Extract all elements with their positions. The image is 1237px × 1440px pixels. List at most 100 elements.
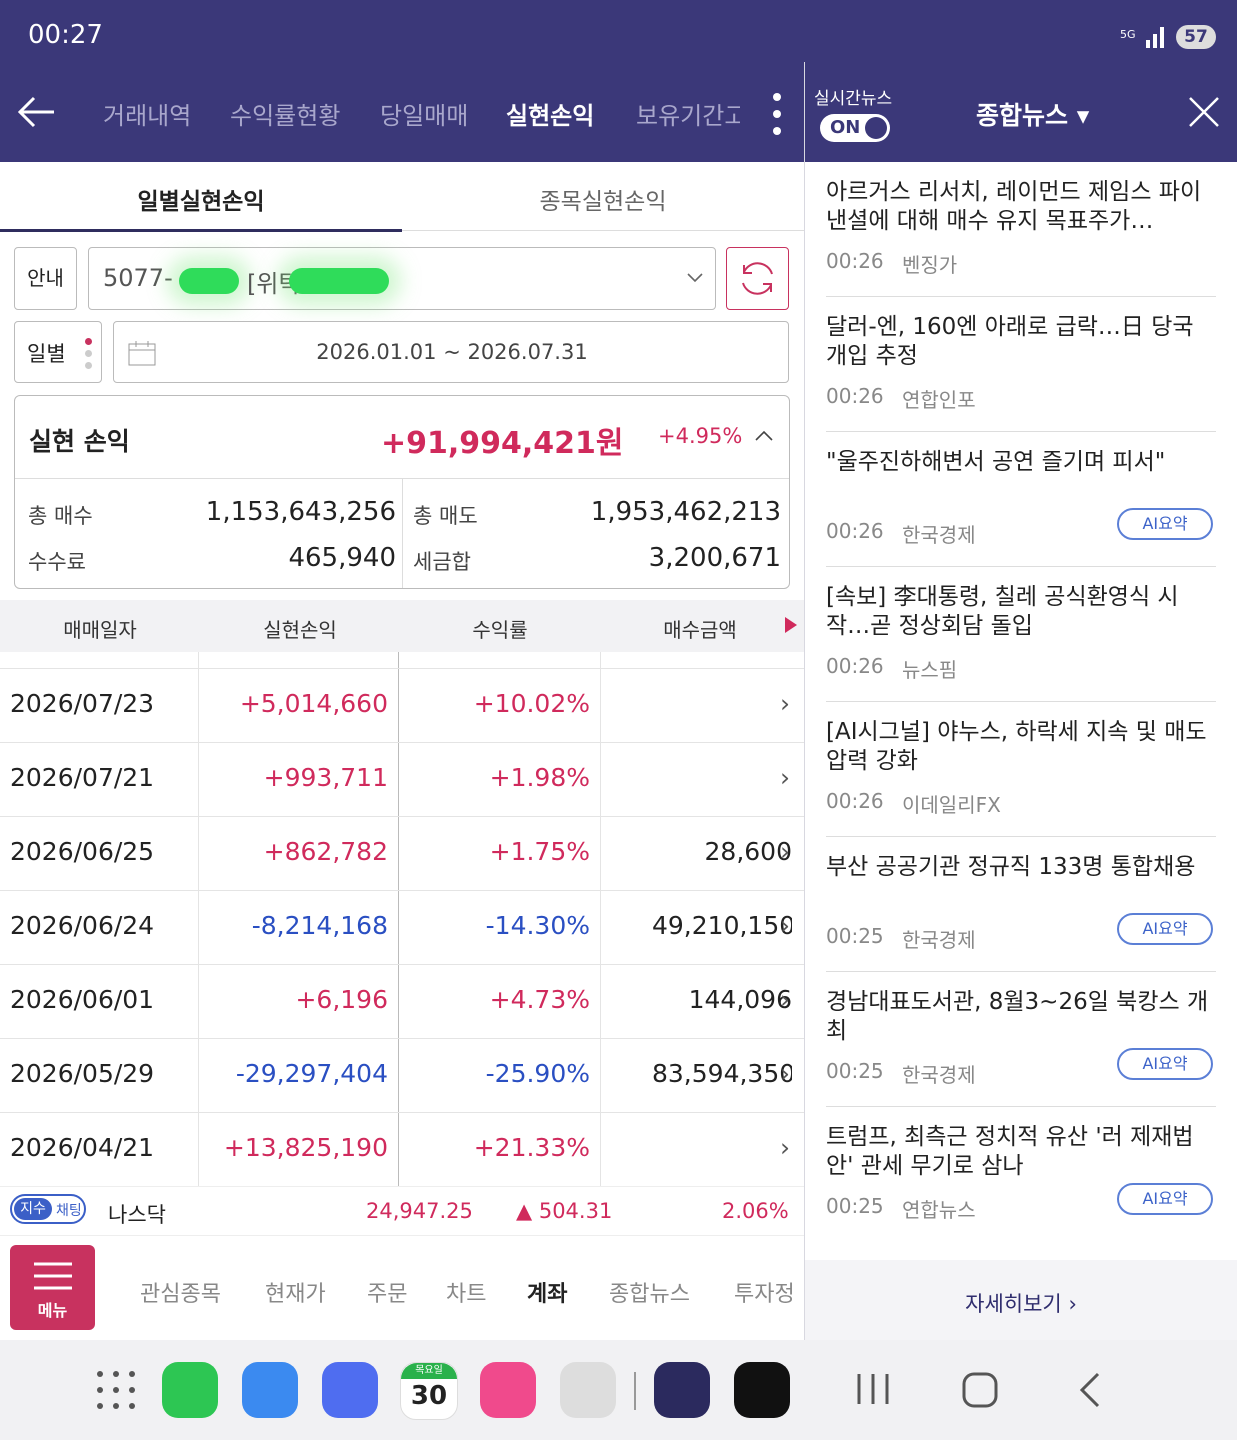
ai-summary-button[interactable]: AI요약 [1117,913,1213,945]
status-bar: 00:27 57 5G [0,0,1237,62]
refresh-button[interactable] [726,247,789,310]
profit-rate: +1.75% [489,837,590,866]
more-bar: 자세히보기 › [805,1260,1237,1340]
news-source: 이데일리FX [902,793,1001,817]
tab[interactable]: 당일매매 [380,102,469,130]
ai-summary-button[interactable]: AI요약 [1117,508,1213,540]
menu-button[interactable]: 메뉴 [10,1245,95,1330]
news-title[interactable]: [속보] 李대통령, 칠레 공식환영식 시작…곧 정상회담 돌입 [826,584,1179,639]
account-number: 5077- [103,264,173,292]
close-button[interactable] [1188,96,1220,128]
back-nav-button[interactable] [1078,1372,1102,1408]
table-row[interactable]: 2026/04/21 +13,825,190 +21.33% › [0,1112,804,1187]
sub-tab[interactable]: 종목실현손익 [539,189,667,215]
realized-profit: -8,214,168 [251,911,388,940]
news-separator [826,1106,1216,1107]
table-row[interactable]: 2026/07/21 +993,711 +1.98% › [0,742,804,817]
news-title[interactable]: 경남대표도서관, 8월3~26일 북캉스 개최 [826,989,1209,1044]
column-header: 수익률 [472,618,528,642]
info-button[interactable]: 안내 [14,247,77,310]
news-title[interactable]: 트럼프, 최측근 정치적 유산 '러 제재법안' 관세 무기로 삼나 [826,1124,1194,1179]
summary-value: 1,153,643,256 [205,497,396,527]
more-button[interactable] [770,92,784,136]
table-row[interactable]: 2026/06/25 +862,782 +1.75% 28,600 › [0,816,804,891]
phone-app[interactable] [162,1362,218,1418]
nav-item[interactable]: 현재가 [265,1282,326,1307]
table-row[interactable]: 2026/05/29 -29,297,404 -25.90% 83,594,350 › [0,1038,804,1113]
trade-date: 2026/07/23 [10,689,155,718]
signal-icon: 5G [1120,27,1164,48]
ticker-price: 24,947.25 [366,1199,473,1223]
news-time: 00:26 [826,249,884,273]
trade-date: 2026/04/21 [10,1133,155,1162]
table-header [0,600,804,652]
ticker-badge[interactable]: 지수 채팅 [10,1194,86,1224]
profit-rate: +21.33% [473,1133,590,1162]
row-arrow: › [780,1133,790,1162]
home-button[interactable] [962,1372,998,1408]
sub-tab[interactable]: 일별실현손익 [137,189,265,215]
nav-item[interactable]: 차트 [446,1282,487,1307]
nav-item[interactable]: 주문 [367,1282,408,1307]
realized-profit: +6,196 [295,985,388,1014]
live-news-label: 실시간뉴스 [814,89,893,109]
toggle-text: ON [830,117,861,138]
news-source: 뉴스핌 [902,658,958,682]
more-link[interactable]: 자세히보기 › [965,1292,1077,1316]
news-title[interactable]: "울주진하해변서 공연 즐기며 피서" [826,449,1166,475]
apps-button[interactable] [96,1370,136,1410]
trade-date: 2026/06/25 [10,837,155,866]
table-row[interactable]: 2026/06/24 -8,214,168 -14.30% 49,210,150 › [0,890,804,965]
buy-amount: 144,096 [688,985,792,1014]
nav-item[interactable]: 관심종목 [140,1282,221,1307]
ai-summary-button[interactable]: AI요약 [1117,1048,1213,1080]
svg-text:5G: 5G [1120,28,1136,41]
news-title[interactable]: [AI시그널] 야누스, 하락세 지속 및 매도 압력 강화 [826,719,1207,774]
news-time: 00:25 [826,924,884,948]
nav-item[interactable]: 투자정 [734,1282,794,1307]
buy-amount: 49,210,150 [652,911,792,940]
row-arrow: › [780,837,790,866]
badge-chat: 채팅 [56,1203,82,1219]
news-title[interactable]: 부산 공공기관 정규직 133명 통합채용 [826,854,1196,880]
internet-app[interactable] [322,1362,378,1418]
tab[interactable]: 수익률현황 [230,102,341,130]
nav-item[interactable]: 종합뉴스 [609,1282,690,1307]
ticker-percent: 2.06% [722,1199,789,1223]
row-arrow: › [780,985,790,1014]
camera-app[interactable] [560,1362,616,1418]
table-row[interactable]: 2026/07/23 +5,014,660 +10.02% › [0,668,804,743]
calendar-app[interactable]: 목요일 30 [400,1362,458,1420]
date-range[interactable]: 2026.01.01 ~ 2026.07.31 [113,321,789,383]
messages-app[interactable] [242,1362,298,1418]
gallery-app[interactable] [480,1362,536,1418]
news-separator [826,701,1216,702]
collapse-button[interactable] [755,430,773,442]
back-button[interactable] [16,94,56,130]
buy-amount: 83,594,350 [652,1059,792,1088]
tab[interactable]: 보유기간고 [636,102,740,130]
bank-app[interactable] [654,1362,710,1418]
account-select[interactable]: 5077- [위탁 [88,247,716,310]
recents-button[interactable] [856,1372,890,1406]
live-news-toggle[interactable]: ON [820,114,890,142]
ticker-name: 나스닥 [108,1203,166,1227]
summary-value: 3,200,671 [648,543,781,573]
tab[interactable]: 거래내역 [103,102,192,130]
realized-profit: +5,014,660 [239,689,388,718]
nav-item[interactable]: 계좌 [527,1282,568,1307]
profit-rate: -25.90% [485,1059,590,1088]
tab[interactable]: 실현손익 [506,102,595,130]
news-title-dropdown[interactable]: 종합뉴스 ▾ [976,101,1090,130]
news-title[interactable]: 아르거스 리서치, 레이먼드 제임스 파이낸셜에 대해 매수 유지 목표주가… [826,179,1202,234]
ticker-change: ▲ 504.31 [516,1199,613,1223]
news-time: 00:26 [826,519,884,543]
ticker-change-value: 504.31 [538,1199,613,1223]
table-row[interactable]: 2026/06/01 +6,196 +4.73% 144,096 › [0,964,804,1039]
period-select[interactable]: 일별 [14,321,102,383]
m-app[interactable] [734,1362,790,1418]
column-line [198,652,199,1186]
news-title[interactable]: 달러-엔, 160엔 아래로 급락…日 당국 개입 추정 [826,314,1194,369]
ai-summary-button[interactable]: AI요약 [1117,1183,1213,1215]
profit-rate: +4.73% [489,985,590,1014]
